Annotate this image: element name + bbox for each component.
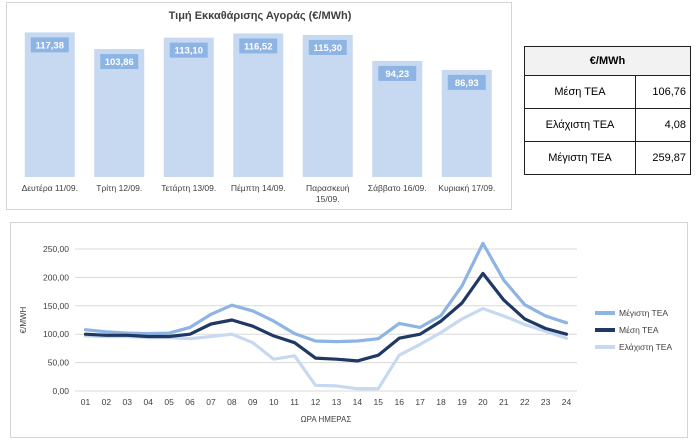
bar-3 (233, 33, 284, 177)
x-tick-label-19: 20 (478, 397, 488, 407)
x-tick-label-7: 08 (227, 397, 237, 407)
y-tick-label-5: 250,00 (43, 244, 69, 254)
stats-label-min: Ελάχιστη ΤΕΑ (524, 108, 636, 142)
bar-category-label-5: Σάββατο 16/09. (368, 183, 427, 193)
stats-header: €/MWh (524, 46, 691, 76)
x-tick-label-16: 17 (415, 397, 425, 407)
stats-value-min: 4,08 (635, 108, 691, 142)
bar-category-label-4-line1: 15/09. (316, 194, 340, 204)
x-tick-label-20: 21 (499, 397, 509, 407)
stats-row-mean: Μέση ΤΕΑ 106,76 (524, 75, 691, 109)
bar-chart: Τιμή Εκκαθάρισης Αγοράς (€/MWh) 117,38 Δε… (22, 10, 496, 204)
bar-value-label-1: 103,86 (105, 57, 134, 68)
y-axis-title: €/MWH (19, 306, 28, 333)
series-line-2 (83, 306, 569, 391)
legend-label-2: Ελάχιστη ΤΕΑ (619, 342, 672, 352)
bar-category-label-2: Τετάρτη 13/09. (161, 183, 216, 193)
x-tick-label-9: 10 (269, 397, 279, 407)
x-tick-label-14: 15 (374, 397, 384, 407)
bar-label-box-5 (378, 65, 417, 81)
x-tick-label-22: 23 (541, 397, 551, 407)
bar-category-label-4: Παρασκευή (306, 183, 350, 193)
x-tick-label-17: 18 (436, 397, 446, 407)
x-tick-label-21: 22 (520, 397, 530, 407)
stats-value-mean: 106,76 (635, 75, 691, 109)
stats-label-mean: Μέση ΤΕΑ (524, 75, 636, 109)
legend-label-1: Μέση ΤΕΑ (619, 325, 659, 335)
bar-value-label-0: 117,38 (35, 40, 64, 51)
x-tick-label-10: 11 (290, 397, 299, 407)
x-axis-title: ΩΡΑ ΗΜΕΡΑΣ (301, 415, 352, 424)
x-tick-label-4: 05 (164, 397, 174, 407)
x-tick-label-1: 02 (102, 397, 112, 407)
line-chart: 0,00 50,00 100,00 150,00 200,00 250,00 01 02 03 0… (19, 241, 672, 424)
bar-category-label-1: Τρίτη 12/09. (96, 183, 142, 193)
stats-table: €/MWh Μέση ΤΕΑ 106,76 Ελάχιστη ΤΕΑ 4,08 … (524, 46, 691, 175)
series-line-0 (83, 241, 569, 344)
y-tick-label-2: 100,00 (43, 329, 69, 339)
x-tick-label-3: 04 (143, 397, 153, 407)
bar-value-label-6: 86,93 (455, 78, 479, 89)
bar-label-box-0 (30, 37, 69, 53)
bar-chart-panel: Τιμή Εκκαθάρισης Αγοράς (€/MWh) 117,38 Δε… (6, 2, 512, 210)
x-tick-label-0: 01 (81, 397, 91, 407)
bar-label-box-6 (447, 74, 486, 90)
x-tick-label-11: 12 (311, 397, 321, 407)
bar-value-label-5: 94,23 (385, 69, 409, 80)
stats-header-row: €/MWh (524, 46, 691, 76)
bar-category-label-0: Δευτέρα 11/09. (22, 183, 78, 193)
stats-row-min: Ελάχιστη ΤΕΑ 4,08 (524, 108, 691, 142)
bar-2 (163, 37, 214, 178)
x-tick-label-2: 03 (123, 397, 133, 407)
legend-label-0: Μέγιστη ΤΕΑ (619, 308, 668, 318)
series-line-1 (83, 271, 569, 363)
bar-label-box-2 (169, 42, 208, 58)
bar-label-box-1 (100, 54, 139, 70)
x-tick-label-6: 07 (206, 397, 216, 407)
x-tick-label-5: 06 (185, 397, 195, 407)
line-chart-panel: 0,00 50,00 100,00 150,00 200,00 250,00 01 02 03 0… (10, 222, 688, 438)
x-tick-label-12: 13 (332, 397, 342, 407)
bar-label-box-3 (239, 38, 278, 54)
bar-4 (302, 34, 353, 177)
y-tick-label-0: 0,00 (52, 386, 69, 396)
bar-label-box-4 (308, 39, 347, 55)
x-tick-label-18: 19 (457, 397, 467, 407)
bar-value-label-3: 116,52 (244, 41, 273, 52)
stats-label-max: Μέγιστη ΤΕΑ (524, 141, 636, 175)
y-tick-label-3: 150,00 (43, 301, 69, 311)
bar-1 (94, 49, 145, 177)
bar-0 (24, 32, 75, 177)
bar-value-label-2: 113,10 (174, 46, 203, 57)
x-tick-label-13: 14 (353, 397, 363, 407)
stats-value-max: 259,87 (635, 141, 691, 175)
y-tick-label-1: 50,00 (48, 358, 70, 368)
x-tick-label-8: 09 (248, 397, 258, 407)
bar-value-label-4: 115,30 (313, 43, 342, 54)
bar-category-label-6: Κυριακή 17/09. (438, 183, 495, 193)
bar-category-label-3: Πέμπτη 14/09. (231, 183, 286, 193)
x-tick-label-23: 24 (562, 397, 572, 407)
y-tick-label-4: 200,00 (43, 272, 69, 282)
stats-row-max: Μέγιστη ΤΕΑ 259,87 (524, 141, 691, 175)
bar-chart-title: Τιμή Εκκαθάρισης Αγοράς (€/MWh) (169, 10, 352, 22)
x-tick-label-15: 16 (394, 397, 404, 407)
